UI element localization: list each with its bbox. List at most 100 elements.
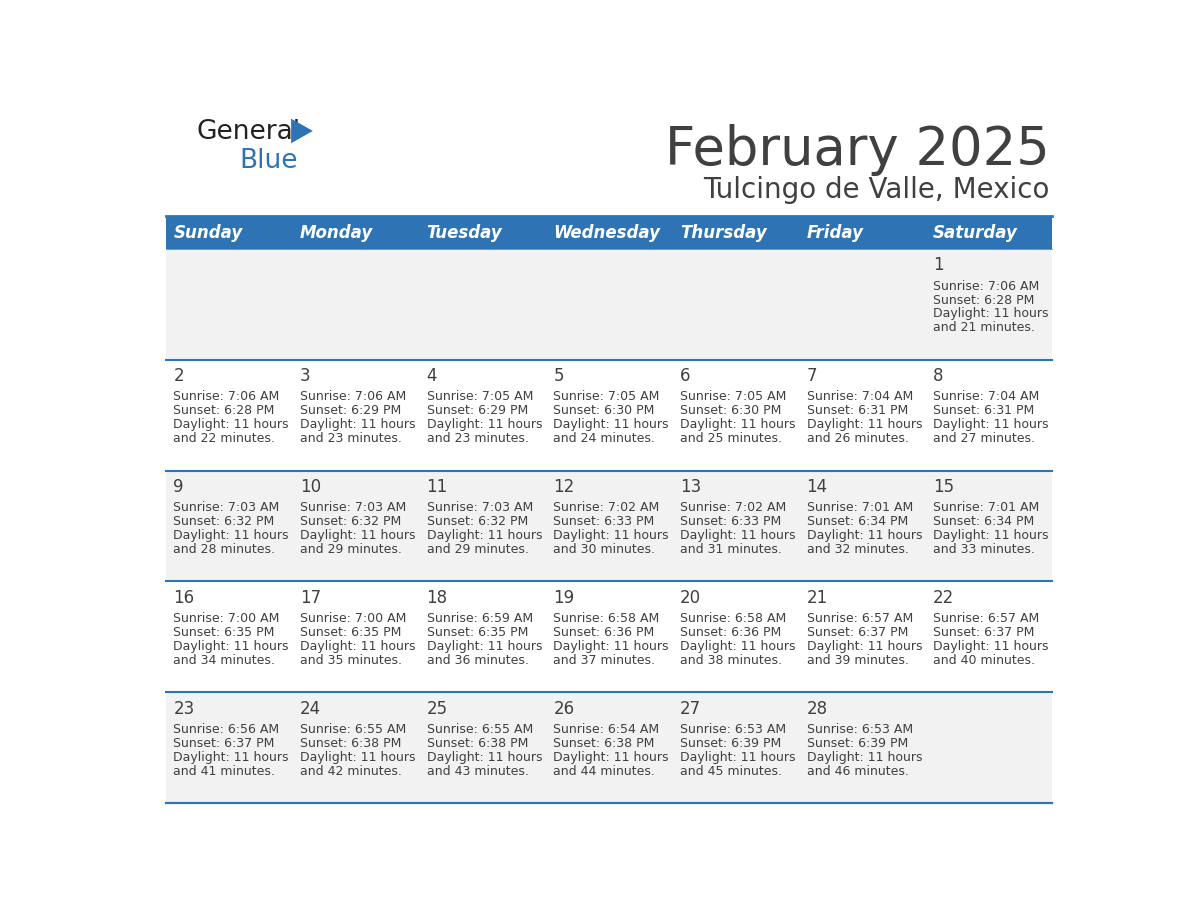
Text: Sunrise: 6:59 AM: Sunrise: 6:59 AM — [426, 612, 532, 625]
Text: and 43 minutes.: and 43 minutes. — [426, 765, 529, 778]
Text: Sunrise: 6:57 AM: Sunrise: 6:57 AM — [807, 612, 912, 625]
Text: and 25 minutes.: and 25 minutes. — [680, 432, 782, 445]
Bar — [419, 249, 545, 360]
Bar — [419, 360, 545, 471]
Bar — [798, 471, 925, 581]
Text: Thursday: Thursday — [680, 224, 766, 241]
Text: 20: 20 — [680, 589, 701, 607]
Text: 1: 1 — [934, 256, 944, 274]
Bar — [419, 471, 545, 581]
Text: 18: 18 — [426, 589, 448, 607]
Text: Daylight: 11 hours: Daylight: 11 hours — [680, 751, 796, 764]
Text: Sunrise: 7:02 AM: Sunrise: 7:02 AM — [554, 501, 659, 514]
Bar — [798, 249, 925, 360]
Bar — [672, 217, 798, 249]
Bar — [672, 249, 798, 360]
Text: Sunset: 6:39 PM: Sunset: 6:39 PM — [680, 737, 782, 750]
Text: Sunset: 6:32 PM: Sunset: 6:32 PM — [173, 515, 274, 528]
Text: and 38 minutes.: and 38 minutes. — [680, 654, 782, 667]
Bar — [419, 581, 545, 692]
Text: Sunset: 6:34 PM: Sunset: 6:34 PM — [807, 515, 908, 528]
Bar — [545, 581, 672, 692]
Text: Sunrise: 7:01 AM: Sunrise: 7:01 AM — [934, 501, 1040, 514]
Bar — [798, 360, 925, 471]
Text: Tulcingo de Valle, Mexico: Tulcingo de Valle, Mexico — [703, 175, 1050, 204]
Text: and 21 minutes.: and 21 minutes. — [934, 321, 1035, 334]
Text: Sunrise: 6:57 AM: Sunrise: 6:57 AM — [934, 612, 1040, 625]
Text: February 2025: February 2025 — [665, 124, 1050, 176]
Bar — [798, 581, 925, 692]
Text: Daylight: 11 hours: Daylight: 11 hours — [807, 530, 922, 543]
Bar — [672, 471, 798, 581]
Text: 2: 2 — [173, 367, 184, 386]
Text: Daylight: 11 hours: Daylight: 11 hours — [554, 530, 669, 543]
Bar — [672, 692, 798, 803]
Text: Sunset: 6:37 PM: Sunset: 6:37 PM — [173, 737, 274, 750]
Text: and 26 minutes.: and 26 minutes. — [807, 432, 909, 445]
Bar — [292, 692, 419, 803]
Text: Daylight: 11 hours: Daylight: 11 hours — [807, 751, 922, 764]
Text: Sunset: 6:28 PM: Sunset: 6:28 PM — [173, 405, 274, 418]
Text: Sunset: 6:29 PM: Sunset: 6:29 PM — [426, 405, 527, 418]
Text: Daylight: 11 hours: Daylight: 11 hours — [554, 419, 669, 431]
Text: Sunrise: 6:58 AM: Sunrise: 6:58 AM — [680, 612, 786, 625]
Text: Tuesday: Tuesday — [426, 224, 503, 241]
Text: Sunset: 6:35 PM: Sunset: 6:35 PM — [426, 626, 527, 639]
Bar — [165, 249, 292, 360]
Text: Daylight: 11 hours: Daylight: 11 hours — [554, 751, 669, 764]
Bar — [545, 692, 672, 803]
Text: and 45 minutes.: and 45 minutes. — [680, 765, 782, 778]
Text: and 37 minutes.: and 37 minutes. — [554, 654, 656, 667]
Text: Monday: Monday — [299, 224, 373, 241]
Bar — [292, 360, 419, 471]
Text: Daylight: 11 hours: Daylight: 11 hours — [807, 640, 922, 653]
Polygon shape — [291, 118, 312, 143]
Text: Sunrise: 7:03 AM: Sunrise: 7:03 AM — [299, 501, 406, 514]
Text: and 41 minutes.: and 41 minutes. — [173, 765, 276, 778]
Text: Daylight: 11 hours: Daylight: 11 hours — [299, 419, 416, 431]
Text: Sunset: 6:39 PM: Sunset: 6:39 PM — [807, 737, 908, 750]
Bar — [925, 360, 1053, 471]
Text: Sunrise: 7:03 AM: Sunrise: 7:03 AM — [426, 501, 533, 514]
Text: 14: 14 — [807, 478, 828, 497]
Text: Sunrise: 6:53 AM: Sunrise: 6:53 AM — [680, 723, 786, 736]
Bar — [545, 360, 672, 471]
Text: Daylight: 11 hours: Daylight: 11 hours — [299, 751, 416, 764]
Text: Sunday: Sunday — [173, 224, 242, 241]
Bar — [292, 581, 419, 692]
Bar — [292, 249, 419, 360]
Text: 4: 4 — [426, 367, 437, 386]
Text: Daylight: 11 hours: Daylight: 11 hours — [173, 419, 289, 431]
Bar — [292, 217, 419, 249]
Text: Sunrise: 7:04 AM: Sunrise: 7:04 AM — [807, 390, 912, 403]
Bar — [925, 249, 1053, 360]
Text: Daylight: 11 hours: Daylight: 11 hours — [426, 640, 542, 653]
Text: Blue: Blue — [239, 148, 298, 174]
Bar — [798, 217, 925, 249]
Bar — [672, 581, 798, 692]
Text: 9: 9 — [173, 478, 184, 497]
Text: Daylight: 11 hours: Daylight: 11 hours — [680, 530, 796, 543]
Text: Daylight: 11 hours: Daylight: 11 hours — [934, 419, 1049, 431]
Text: Sunrise: 6:55 AM: Sunrise: 6:55 AM — [426, 723, 533, 736]
Bar — [165, 217, 292, 249]
Text: and 42 minutes.: and 42 minutes. — [299, 765, 402, 778]
Bar — [165, 360, 292, 471]
Text: Sunset: 6:37 PM: Sunset: 6:37 PM — [934, 626, 1035, 639]
Text: 10: 10 — [299, 478, 321, 497]
Text: Daylight: 11 hours: Daylight: 11 hours — [299, 640, 416, 653]
Text: 25: 25 — [426, 700, 448, 718]
Text: and 39 minutes.: and 39 minutes. — [807, 654, 909, 667]
Text: Daylight: 11 hours: Daylight: 11 hours — [426, 751, 542, 764]
Bar — [165, 581, 292, 692]
Text: General: General — [196, 118, 301, 145]
Bar — [925, 471, 1053, 581]
Text: Sunrise: 7:04 AM: Sunrise: 7:04 AM — [934, 390, 1040, 403]
Text: Sunset: 6:28 PM: Sunset: 6:28 PM — [934, 294, 1035, 307]
Text: Wednesday: Wednesday — [554, 224, 661, 241]
Text: 3: 3 — [299, 367, 310, 386]
Text: Sunset: 6:31 PM: Sunset: 6:31 PM — [807, 405, 908, 418]
Text: Sunrise: 7:05 AM: Sunrise: 7:05 AM — [426, 390, 533, 403]
Text: 15: 15 — [934, 478, 954, 497]
Text: and 31 minutes.: and 31 minutes. — [680, 543, 782, 556]
